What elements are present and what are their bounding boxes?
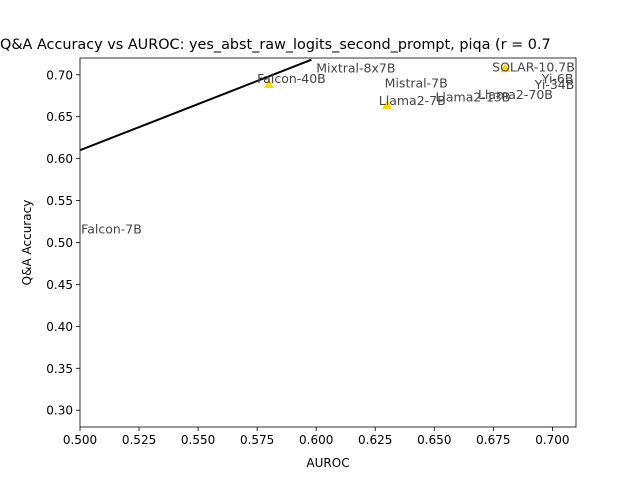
point-label: Llama2-70B [478,87,553,102]
data-point-marker [500,63,511,73]
y-tick-label: 0.65 [46,110,73,124]
x-tick-label: 0.650 [417,433,451,447]
x-tick-label: 0.600 [299,433,333,447]
x-axis-label: AUROC [306,456,349,470]
point-label: Falcon-40B [257,71,326,86]
point-label: Mistral-7B [385,75,448,90]
x-tick-label: 0.575 [240,433,274,447]
y-tick-label: 0.45 [46,278,73,292]
regression-line [80,58,312,152]
x-tick-label: 0.500 [63,433,97,447]
data-point-marker [263,78,274,88]
point-label: Yi-34B [534,77,575,92]
point-label: Llama2-7B [379,93,446,108]
point-label: Falcon-7B [81,221,142,236]
x-tick-label: 0.625 [358,433,392,447]
x-tick-label: 0.700 [535,433,569,447]
chart-title: Q&A Accuracy vs AUROC: yes_abst_raw_logi… [0,37,551,53]
y-tick-label: 0.35 [46,362,73,376]
y-tick-label: 0.50 [46,236,73,250]
point-label: Mixtral-8x7B [316,60,395,75]
x-tick-label: 0.675 [476,433,510,447]
y-tick-label: 0.40 [46,320,73,334]
x-axis: 0.500 0.525 0.550 0.575 0.600 0.625 0.650 0.675… [63,427,570,447]
point-label: Llama2-13B [435,90,510,105]
y-tick-label: 0.60 [46,152,73,166]
x-tick-label: 0.550 [181,433,215,447]
data-point-marker [382,99,393,109]
y-axis: 0.30 0.35 0.40 0.45 0.50 0.55 0.60 0.65 0.70 [46,68,80,418]
y-tick-label: 0.30 [46,404,73,418]
y-tick-label: 0.55 [46,194,73,208]
point-label: Yi-6B [541,71,574,86]
point-label: SOLAR-10.7B [492,59,575,74]
y-axis-label: Q&A Accuracy [20,200,34,286]
x-tick-label: 0.525 [122,433,156,447]
y-tick-label: 0.70 [46,68,73,82]
axes-frame [79,57,577,428]
